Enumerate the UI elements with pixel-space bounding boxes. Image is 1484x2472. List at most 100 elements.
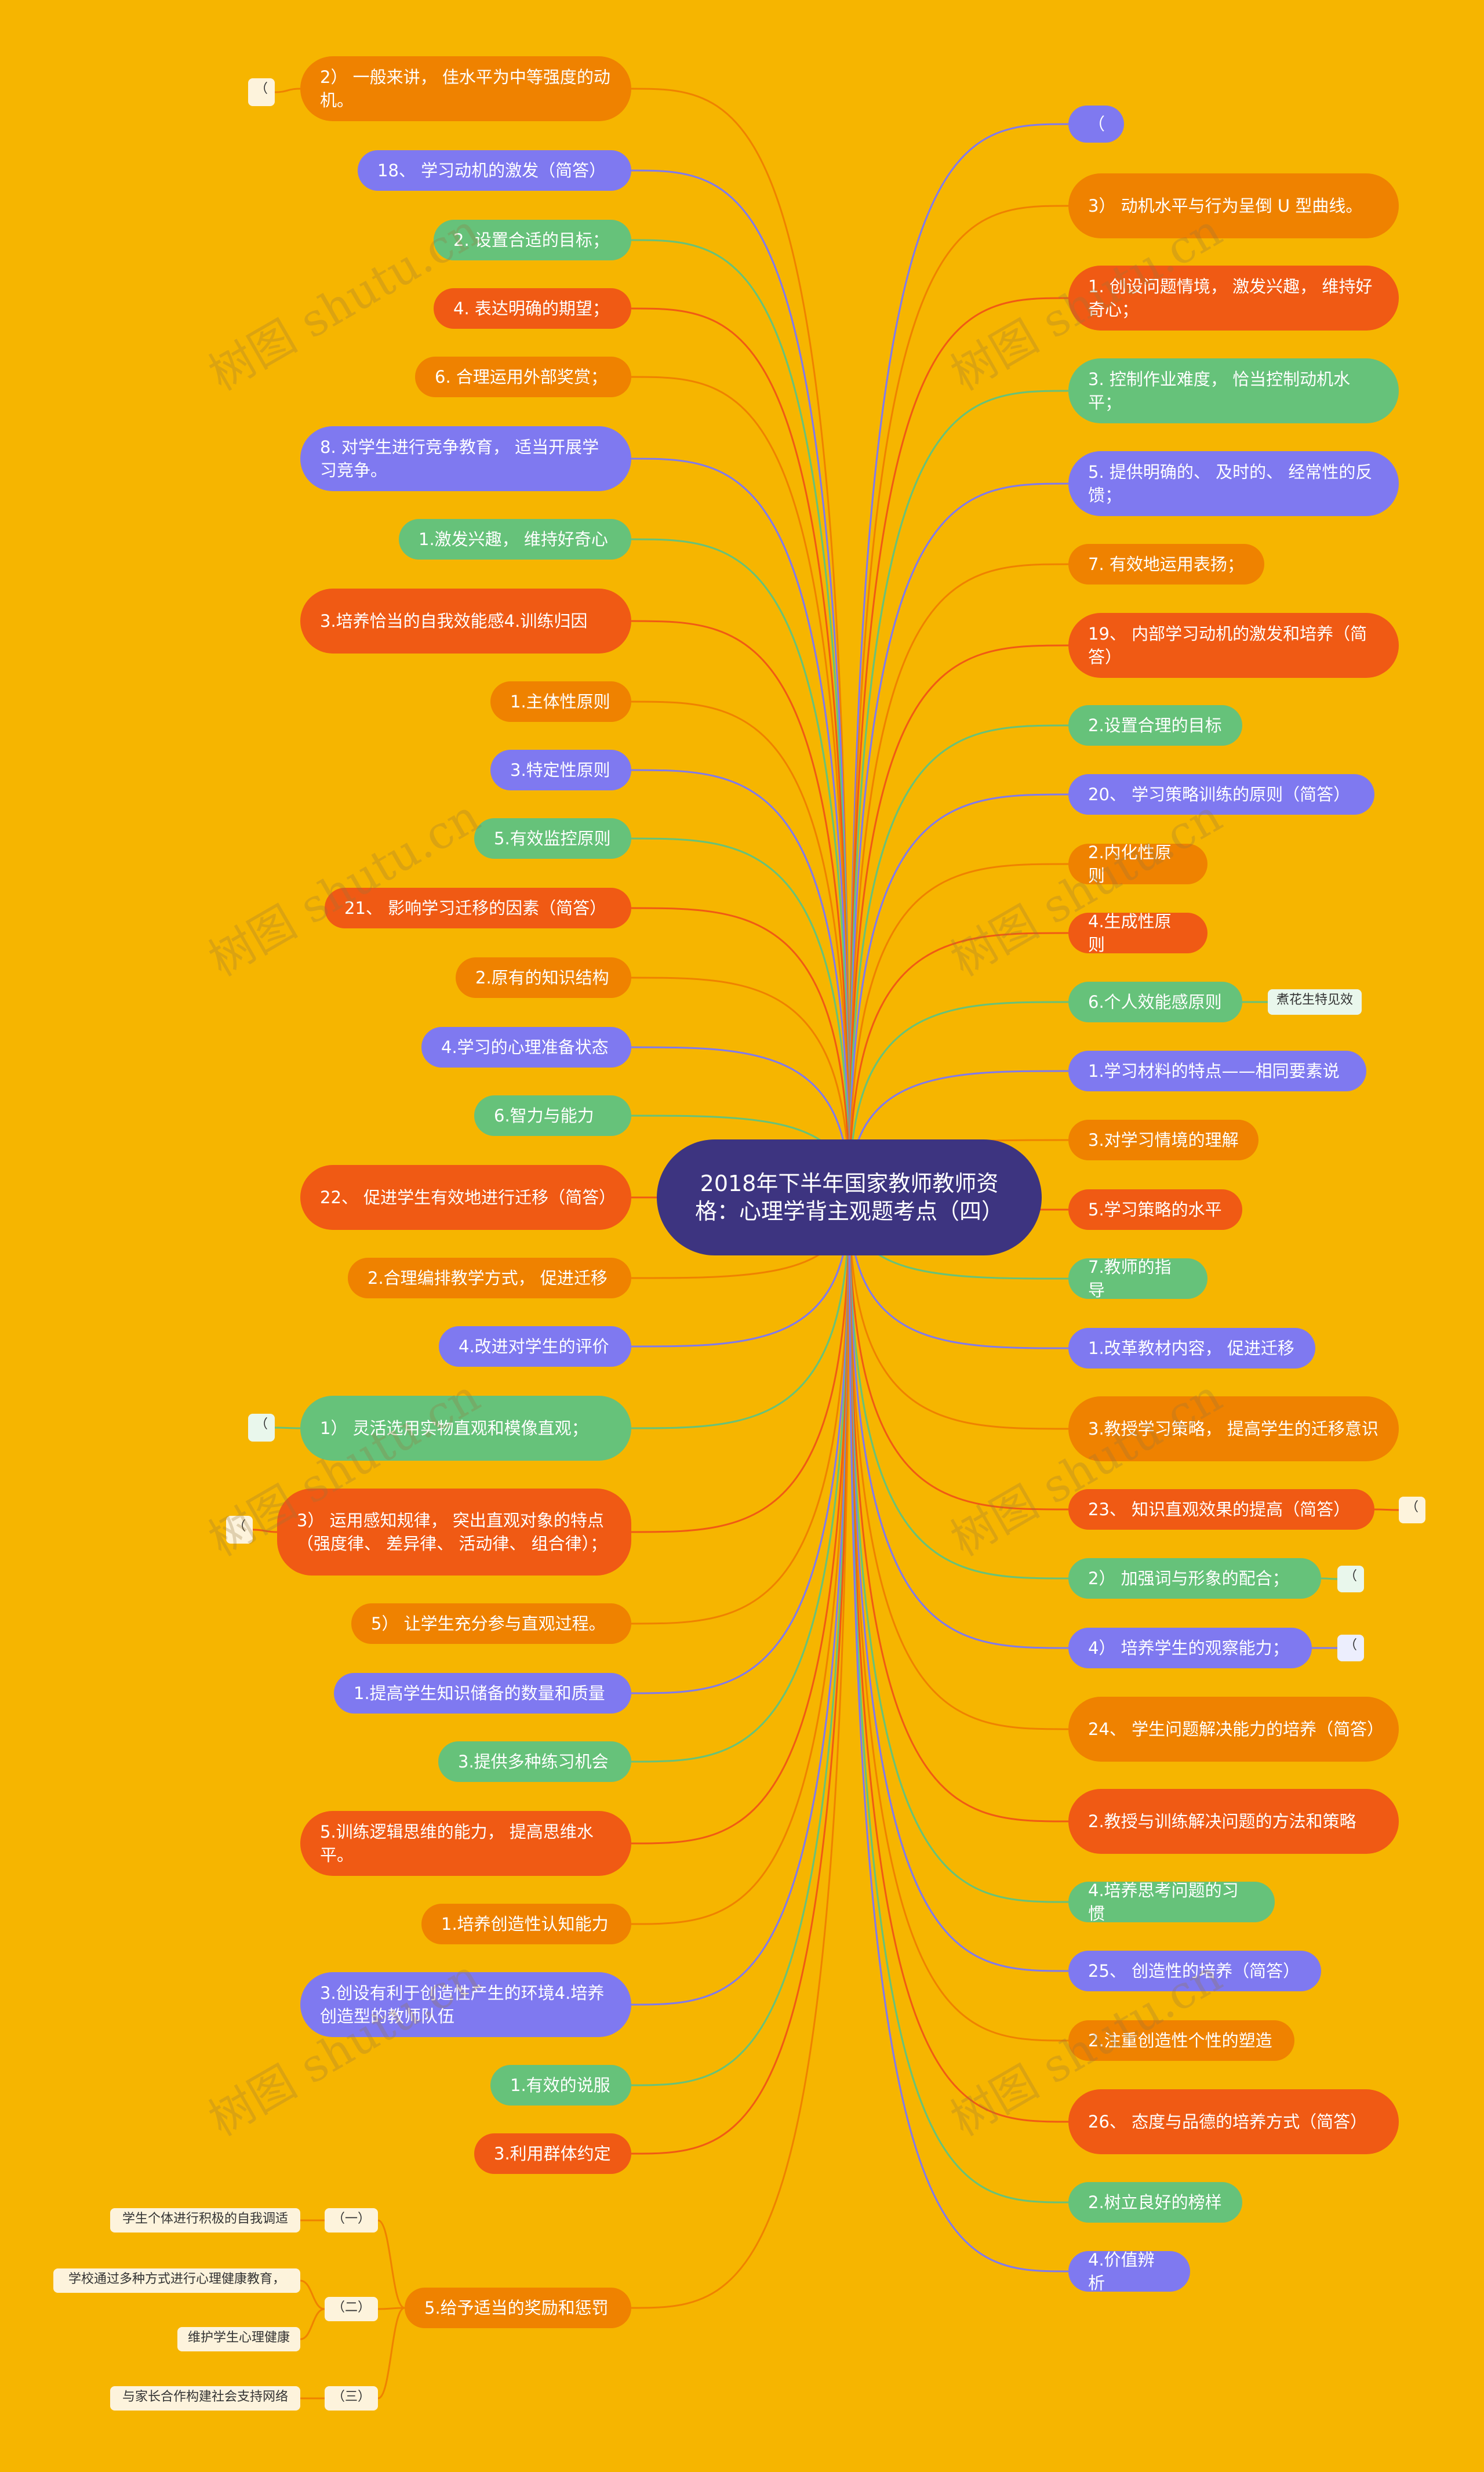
left-node[interactable]: 5.训练逻辑思维的能力， 提高思维水平。 (300, 1811, 631, 1876)
left-node[interactable]: 3.创设有利于创造性产生的环境4.培养创造型的教师队伍 (300, 1972, 631, 2037)
right-node[interactable]: 6.个人效能感原则 (1068, 982, 1242, 1022)
connector-line (631, 769, 850, 1198)
right-node[interactable]: 1. 创设问题情境， 激发兴趣， 维持好奇心； (1068, 266, 1399, 331)
right-node[interactable]: 24、 学生问题解决能力的培养（简答） (1068, 1697, 1399, 1762)
left-node[interactable]: 18、 学习动机的激发（简答） (358, 150, 631, 191)
right-node-label: 6.个人效能感原则 (1088, 992, 1222, 1012)
connector-line (848, 1001, 1069, 1198)
right-node[interactable]: 3.对学习情境的理解 (1068, 1120, 1259, 1160)
right-node-label: 7.教师的指导 (1088, 1257, 1172, 1300)
right-node-label: 2.设置合理的目标 (1088, 716, 1222, 735)
left-node[interactable]: 2. 设置合适的目标； (434, 220, 631, 260)
right-node[interactable]: 4.生成性原则 (1068, 912, 1207, 954)
right-node[interactable]: 2.树立良好的榜样 (1068, 2182, 1242, 2223)
right-node-label: 3） 动机水平与行为呈倒 U 型曲线。 (1088, 196, 1363, 216)
left-node[interactable]: 5.给予适当的奖励和惩罚 (405, 2288, 631, 2328)
left-node[interactable]: 6. 合理运用外部奖赏； (415, 357, 631, 397)
left-node-label: 1.激发兴趣， 维持好奇心 (419, 529, 608, 549)
collapse-tag[interactable]: （ (1399, 1497, 1425, 1523)
right-node[interactable]: （ (1068, 106, 1124, 143)
left-node[interactable]: 22、 促进学生有效地进行迁移（简答） (300, 1165, 631, 1230)
right-node[interactable]: 4） 培养学生的观察能力； (1068, 1628, 1312, 1668)
connector-line (848, 1197, 1069, 1580)
collapse-tag[interactable]: （ (226, 1516, 253, 1544)
right-node[interactable]: 26、 态度与品德的培养方式（简答） (1068, 2089, 1399, 2154)
right-node[interactable]: 5. 提供明确的、 及时的、 经常性的反馈； (1068, 451, 1399, 516)
left-node[interactable]: 1.主体性原则 (490, 681, 631, 722)
right-node[interactable]: 3.教授学习策略， 提高学生的迁移意识 (1068, 1396, 1399, 1461)
right-node[interactable]: 1.改革教材内容， 促进迁移 (1068, 1328, 1315, 1369)
sub-branch-label[interactable]: （一） (325, 2208, 378, 2233)
left-node-label: 1.有效的说服 (510, 2075, 610, 2095)
left-node[interactable]: 3.利用群体约定 (474, 2133, 631, 2174)
right-node[interactable]: 4.培养思考问题的习惯 (1068, 1881, 1275, 1923)
center-topic[interactable]: 2018年下半年国家教师教师资格：心理学背主观题考点（四） (657, 1139, 1042, 1255)
connector-line (252, 1529, 278, 1533)
left-node[interactable]: 1.激发兴趣， 维持好奇心 (399, 519, 631, 560)
left-node[interactable]: 3.提供多种练习机会 (438, 1741, 631, 1782)
connector-line (631, 1197, 850, 1533)
left-node[interactable]: 6.智力与能力 (474, 1095, 631, 1136)
left-node[interactable]: 2.原有的知识结构 (456, 957, 631, 998)
sub-branch-label[interactable]: （二） (325, 2297, 378, 2321)
left-node-label: 1.主体性原则 (510, 692, 610, 712)
left-node[interactable]: 4.学习的心理准备状态 (421, 1027, 631, 1068)
right-node[interactable]: 1.学习材料的特点——相同要素说 (1068, 1051, 1366, 1091)
left-node[interactable]: 3.特定性原则 (490, 750, 631, 790)
left-node[interactable]: 3.培养恰当的自我效能感4.训练归因 (300, 589, 631, 654)
left-node[interactable]: 1.培养创造性认知能力 (421, 1904, 631, 1944)
left-node-label: 3） 运用感知规律， 突出直观对象的特点（强度律、 差异律、 活动律、 组合律）… (297, 1511, 608, 1553)
left-node-label: 8. 对学生进行竞争教育， 适当开展学习竞争。 (320, 437, 599, 480)
right-node[interactable]: 2.教授与训练解决问题的方法和策略 (1068, 1789, 1399, 1854)
right-node[interactable]: 20、 学习策略训练的原则（简答） (1068, 774, 1374, 815)
right-node-label: 5. 提供明确的、 及时的、 经常性的反馈； (1088, 462, 1373, 505)
right-node-label: 7. 有效地运用表扬； (1088, 554, 1244, 574)
left-node-label: 22、 促进学生有效地进行迁移（简答） (320, 1188, 616, 1207)
right-node[interactable]: 19、 内部学习动机的激发和培养（简答） (1068, 613, 1399, 678)
sub-branch-label[interactable]: （三） (325, 2386, 378, 2411)
left-node[interactable]: 8. 对学生进行竞争教育， 适当开展学习竞争。 (300, 426, 631, 491)
left-node[interactable]: 1.有效的说服 (490, 2065, 631, 2106)
connector-line (631, 1197, 850, 2155)
right-node[interactable]: 23、 知识直观效果的提高（简答） (1068, 1489, 1374, 1530)
left-node[interactable]: 1） 灵活选用实物直观和模像直观； (300, 1396, 631, 1461)
right-node-label: 4.价值辨析 (1088, 2250, 1155, 2293)
collapse-tag[interactable]: （ (248, 1414, 275, 1442)
right-node-label: 4） 培养学生的观察能力； (1088, 1638, 1289, 1658)
left-node[interactable]: 2.合理编排教学方式， 促进迁移 (348, 1258, 631, 1298)
left-node-label: 1） 灵活选用实物直观和模像直观； (320, 1418, 588, 1438)
left-node[interactable]: 2） 一般来讲， 佳水平为中等强度的动机。 (300, 56, 631, 121)
right-node[interactable]: 7. 有效地运用表扬； (1068, 544, 1264, 585)
left-node[interactable]: 21、 影响学习迁移的因素（简答） (325, 888, 631, 928)
left-node-label: 5） 让学生充分参与直观过程。 (371, 1614, 606, 1634)
left-node[interactable]: 4. 表达明确的期望； (434, 288, 631, 329)
left-node[interactable]: 4.改进对学生的评价 (439, 1326, 631, 1367)
leaf-label: 与家长合作构建社会支持网络 (110, 2386, 300, 2411)
left-node-label: 1.提高学生知识储备的数量和质量 (354, 1683, 605, 1703)
left-node[interactable]: 1.提高学生知识储备的数量和质量 (334, 1673, 631, 1714)
right-node[interactable]: 3. 控制作业难度， 恰当控制动机水平； (1068, 358, 1399, 423)
right-node[interactable]: 2.设置合理的目标 (1068, 705, 1242, 746)
connector-line (848, 1197, 1069, 1730)
left-node[interactable]: 5） 让学生充分参与直观过程。 (351, 1603, 631, 1644)
left-node[interactable]: 5.有效监控原则 (474, 818, 631, 859)
collapse-tag[interactable]: （ (1337, 1635, 1364, 1661)
collapse-tag[interactable]: （ (1337, 1566, 1364, 1592)
right-node[interactable]: 2.注重创造性个性的塑造 (1068, 2020, 1294, 2061)
right-node[interactable]: 4.价值辨析 (1068, 2250, 1190, 2293)
connector-line (848, 1197, 1069, 2042)
right-node-label: 25、 创造性的培养（简答） (1088, 1961, 1300, 1981)
leaf-label: 维护学生心理健康 (177, 2327, 300, 2351)
left-node[interactable]: 3） 运用感知规律， 突出直观对象的特点（强度律、 差异律、 活动律、 组合律）… (277, 1489, 631, 1576)
right-node[interactable]: 2.内化性原则 (1068, 843, 1207, 885)
right-node[interactable]: 3） 动机水平与行为呈倒 U 型曲线。 (1068, 173, 1399, 238)
collapse-tag[interactable]: （ (248, 78, 275, 106)
right-node[interactable]: 5.学习策略的水平 (1068, 1189, 1242, 1230)
right-node[interactable]: 7.教师的指导 (1068, 1257, 1207, 1300)
connector-line (848, 1197, 1069, 1511)
left-node-label: 3.利用群体约定 (494, 2144, 611, 2164)
right-node[interactable]: 2） 加强词与形象的配合； (1068, 1558, 1321, 1599)
right-node[interactable]: 25、 创造性的培养（简答） (1068, 1951, 1321, 1991)
left-node-label: 2. 设置合适的目标； (453, 230, 609, 250)
